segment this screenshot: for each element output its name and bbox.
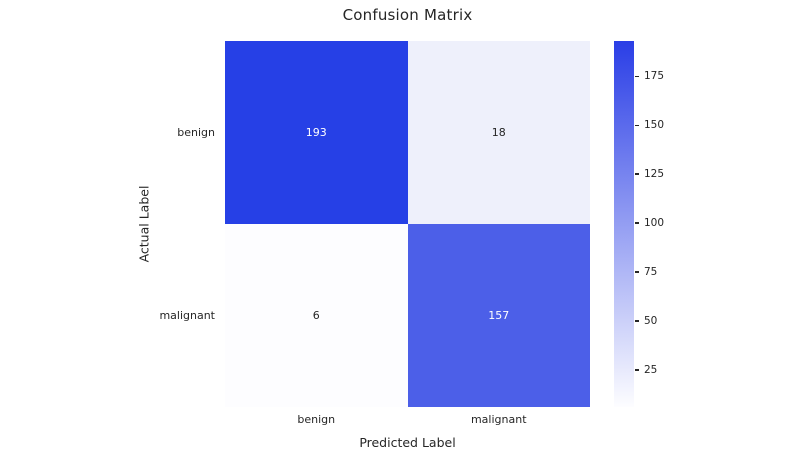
colorbar-tick-mark-75 bbox=[635, 271, 639, 273]
colorbar-tick-label-25: 25 bbox=[644, 363, 658, 376]
colorbar bbox=[614, 41, 634, 407]
ytick-label-benign: benign bbox=[177, 125, 215, 139]
ytick-label-malignant: malignant bbox=[159, 308, 215, 322]
heatmap-cell-benign-benign: 193 bbox=[225, 41, 408, 224]
heatmap-grid: 193 18 6 157 bbox=[225, 41, 590, 407]
colorbar-tick-mark-150 bbox=[635, 124, 639, 126]
colorbar-tick-label-175: 175 bbox=[644, 70, 665, 83]
colorbar-tick-label-75: 75 bbox=[644, 265, 658, 278]
colorbar-tick-mark-25 bbox=[635, 369, 639, 371]
chart-title: Confusion Matrix bbox=[342, 6, 473, 24]
colorbar-tick-mark-100 bbox=[635, 222, 639, 224]
heatmap-cell-malignant-benign: 6 bbox=[225, 224, 408, 407]
x-axis-label: Predicted Label bbox=[359, 435, 456, 450]
colorbar-tick-label-150: 150 bbox=[644, 119, 665, 132]
colorbar-tick-label-100: 100 bbox=[644, 217, 665, 230]
colorbar-tick-mark-125 bbox=[635, 173, 639, 175]
xtick-label-malignant: malignant bbox=[470, 413, 527, 426]
heatmap-cell-benign-malignant: 18 bbox=[407, 41, 590, 224]
heatmap-cell-malignant-malignant: 157 bbox=[407, 224, 590, 407]
colorbar-tick-mark-50 bbox=[635, 320, 639, 322]
colorbar-tick-mark-175 bbox=[635, 75, 639, 77]
colorbar-tick-label-50: 50 bbox=[644, 314, 658, 327]
xtick-label-benign: benign bbox=[297, 413, 336, 426]
colorbar-tick-label-125: 125 bbox=[644, 168, 665, 181]
y-axis-label: Actual Label bbox=[136, 185, 152, 263]
